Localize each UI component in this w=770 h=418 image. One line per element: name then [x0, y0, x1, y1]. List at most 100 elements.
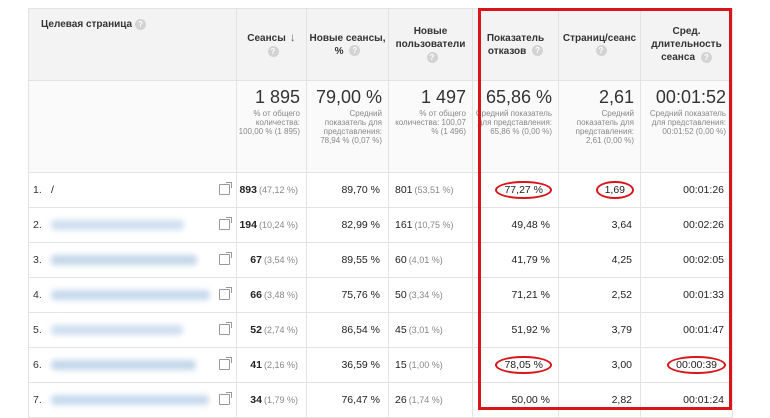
cell-new-users: 45 (3,01 %)	[388, 312, 473, 348]
cell-percent: (1,74 %)	[408, 395, 443, 405]
blurred-page-url[interactable]	[51, 395, 209, 406]
cell-value: 00:01:47	[683, 324, 724, 336]
external-link-icon[interactable]	[219, 392, 232, 405]
col-header-pages-per-session[interactable]: Страниц/сеанс?	[558, 8, 641, 81]
help-icon[interactable]: ?	[349, 45, 361, 57]
cell-new-sessions: 86,54 %	[306, 312, 389, 348]
col-header-avg-duration[interactable]: Сред. длительность сеанса ?	[640, 8, 733, 81]
table-row[interactable]: 4. 66 (3,48 %) 75,76 % 50 (3,34 %) 71,21 % 2,52…	[28, 277, 733, 313]
help-icon[interactable]: ?	[595, 45, 607, 57]
cell-percent: (10,75 %)	[414, 220, 454, 230]
cell-value: 801	[395, 184, 413, 196]
highlight-circle: 00:00:39	[667, 356, 726, 374]
cell-value: 34	[250, 394, 262, 406]
external-link-icon[interactable]	[219, 252, 232, 265]
total-new-sessions: 79,00 % Средний показатель для представле…	[306, 80, 389, 173]
total-value: 1 895	[254, 87, 300, 107]
blurred-page-url[interactable]	[51, 290, 210, 301]
cell-value: 00:00:39	[676, 359, 717, 371]
cell-value: 75,76 %	[341, 289, 380, 301]
cell-value: 2,52	[611, 289, 632, 301]
total-pages-per-session: 2,61 Средний показатель для представления…	[558, 80, 641, 173]
cell-value: 67	[250, 254, 262, 266]
cell-percent: (2,16 %)	[263, 360, 298, 370]
blurred-page-url[interactable]	[51, 325, 183, 336]
row-index: 5.	[33, 324, 42, 336]
cell-percent: (53,51 %)	[414, 185, 454, 195]
row-index: 7.	[33, 394, 42, 406]
col-header-bounce-rate[interactable]: Показатель отказов ?	[472, 8, 559, 81]
total-value: 1 497	[420, 87, 466, 107]
table-row[interactable]: 1. / 893 (47,12 %) 89,70 % 801 (53,51 %) 77,27 …	[28, 172, 733, 208]
cell-new-users: 161 (10,75 %)	[388, 207, 473, 243]
landing-pages-table: Целевая страница? Сеансы ↓? Новые сеансы,…	[28, 8, 733, 418]
total-subtext: Средний показатель для представления: 78…	[320, 109, 382, 145]
cell-bounce-rate: 51,92 %	[472, 312, 559, 348]
cell-landing-page: 4.	[28, 277, 237, 313]
page-link[interactable]: /	[51, 184, 54, 196]
blurred-page-url[interactable]	[51, 220, 184, 231]
col-header-landing-page[interactable]: Целевая страница?	[28, 8, 237, 81]
col-header-new-users[interactable]: Новые пользователи?	[388, 8, 473, 81]
table-row[interactable]: 3. 67 (3,54 %) 89,55 % 60 (4,01 %) 41,79 % 4,25…	[28, 242, 733, 278]
cell-new-users: 26 (1,74 %)	[388, 382, 473, 418]
cell-new-users: 15 (1,00 %)	[388, 347, 473, 383]
help-icon[interactable]: ?	[267, 45, 279, 57]
external-link-icon[interactable]	[219, 182, 232, 195]
sort-desc-icon[interactable]: ↓	[289, 30, 296, 44]
external-link-icon[interactable]	[219, 357, 232, 370]
total-subtext: Средний показатель для представления: 2,…	[575, 109, 634, 145]
total-sessions: 1 895% от общего количества: 100,00 % (1…	[236, 80, 307, 173]
cell-landing-page: 1. /	[28, 172, 237, 208]
cell-value: 00:02:26	[683, 219, 724, 231]
cell-value: 66	[250, 289, 262, 301]
cell-sessions: 66 (3,48 %)	[236, 277, 307, 313]
cell-avg-duration: 00:02:05	[640, 242, 733, 278]
cell-value: 161	[395, 219, 413, 231]
cell-value: 89,70 %	[341, 184, 380, 196]
cell-sessions: 893 (47,12 %)	[236, 172, 307, 208]
cell-value: 1,69	[604, 184, 625, 196]
cell-value: 45	[395, 324, 407, 336]
cell-pages-per-session: 1,69	[558, 172, 641, 208]
help-icon[interactable]: ?	[700, 51, 712, 63]
cell-value: 194	[239, 219, 257, 231]
cell-value: 36,59 %	[341, 359, 380, 371]
cell-bounce-rate: 71,21 %	[472, 277, 559, 313]
col-header-new-sessions[interactable]: Новые сеансы, % ?	[306, 8, 389, 81]
table-row[interactable]: 5. 52 (2,74 %) 86,54 % 45 (3,01 %) 51,92 % 3,79…	[28, 312, 733, 348]
blurred-page-url[interactable]	[51, 360, 196, 371]
cell-landing-page: 3.	[28, 242, 237, 278]
help-icon[interactable]: ?	[532, 45, 544, 57]
help-icon[interactable]: ?	[135, 19, 147, 30]
col-header-sessions[interactable]: Сеансы ↓?	[236, 8, 307, 81]
external-link-icon[interactable]	[219, 217, 232, 230]
help-icon[interactable]: ?	[426, 51, 438, 63]
cell-value: 52	[250, 324, 262, 336]
table-row[interactable]: 7. 34 (1,79 %) 76,47 % 26 (1,74 %) 50,00 % 2,82…	[28, 382, 733, 418]
cell-pages-per-session: 3,79	[558, 312, 641, 348]
table-row[interactable]: 6. 41 (2,16 %) 36,59 % 15 (1,00 %) 78,05 % 3,00…	[28, 347, 733, 383]
cell-avg-duration: 00:01:47	[640, 312, 733, 348]
cell-value: 41,79 %	[511, 254, 550, 266]
col-label: Целевая страница	[41, 19, 133, 31]
total-value: 65,86 %	[485, 87, 552, 107]
cell-new-sessions: 36,59 %	[306, 347, 389, 383]
cell-landing-page: 7.	[28, 382, 237, 418]
totals-blank-cell	[28, 80, 237, 173]
total-subtext: Средний показатель для представления: 00…	[649, 109, 726, 136]
blurred-page-url[interactable]	[51, 255, 197, 266]
cell-avg-duration: 00:02:26	[640, 207, 733, 243]
total-subtext: % от общего количества: 100,07 % (1 496)	[395, 109, 466, 136]
cell-value: 60	[395, 254, 407, 266]
col-label: Сеансы	[247, 33, 286, 44]
total-value: 79,00 %	[315, 87, 382, 107]
cell-value: 893	[239, 184, 257, 196]
table-row[interactable]: 2. 194 (10,24 %) 82,99 % 161 (10,75 %) 49,48 %…	[28, 207, 733, 243]
external-link-icon[interactable]	[219, 287, 232, 300]
cell-percent: (4,01 %)	[408, 255, 443, 265]
cell-value: 50,00 %	[511, 394, 550, 406]
external-link-icon[interactable]	[219, 322, 232, 335]
highlight-circle: 78,05 %	[495, 356, 552, 374]
